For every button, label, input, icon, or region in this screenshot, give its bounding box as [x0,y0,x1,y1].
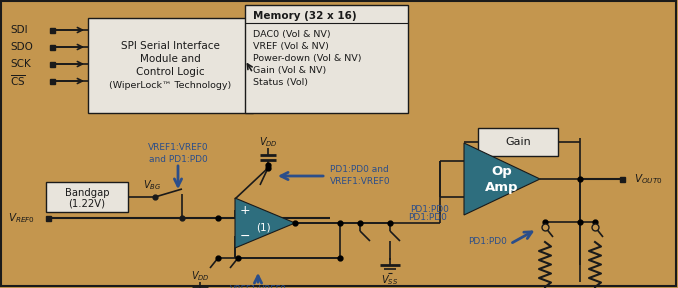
Polygon shape [464,143,540,215]
Bar [478,128,558,156]
Text: PD1:PD0: PD1:PD0 [408,213,447,223]
Bar [88,18,253,113]
Text: Gain (Vol & NV): Gain (Vol & NV) [253,65,326,75]
Text: (1.22V): (1.22V) [68,199,106,209]
Text: Memory (32 x 16): Memory (32 x 16) [253,11,357,21]
Text: VREF1:VREF0: VREF1:VREF0 [230,285,286,288]
Polygon shape [235,198,295,248]
Text: $V_{REF0}$: $V_{REF0}$ [8,211,35,225]
Bar [46,182,128,212]
Text: $V_{OUT0}$: $V_{OUT0}$ [634,172,662,186]
Bar [49,79,54,84]
Bar [45,215,50,221]
Text: $\overline{\mathsf{CS}}$: $\overline{\mathsf{CS}}$ [10,74,26,88]
Text: PD1:PD0: PD1:PD0 [410,206,449,215]
Text: Op: Op [492,164,513,177]
Text: (WiperLock™ Technology): (WiperLock™ Technology) [109,81,232,90]
Text: $V_{SS}$: $V_{SS}$ [382,273,399,287]
Text: −: − [240,230,250,242]
Text: SPI Serial Interface: SPI Serial Interface [121,41,220,51]
Bar [49,27,54,33]
Text: $V_{DD}$: $V_{DD}$ [191,269,210,283]
Text: PD1:PD0: PD1:PD0 [468,238,507,247]
Text: Status (Vol): Status (Vol) [253,77,308,86]
Text: Control Logic: Control Logic [136,67,205,77]
Text: and PD1:PD0: and PD1:PD0 [148,154,207,164]
Bar [620,177,624,181]
Text: SCK: SCK [10,59,31,69]
Text: Power-down (Vol & NV): Power-down (Vol & NV) [253,54,361,62]
Text: VREF (Vol & NV): VREF (Vol & NV) [253,41,329,50]
Text: $V_{DD}$: $V_{DD}$ [258,135,277,149]
Text: Amp: Amp [485,181,519,194]
Text: SDI: SDI [10,25,28,35]
Text: +: + [240,204,250,217]
Text: PD1:PD0 and: PD1:PD0 and [330,166,388,175]
Bar [49,62,54,67]
Text: Module and: Module and [140,54,201,64]
Text: (1): (1) [256,223,271,233]
Text: VREF1:VREF0: VREF1:VREF0 [330,177,391,185]
Text: SDO: SDO [10,42,33,52]
Text: VREF1:VREF0: VREF1:VREF0 [148,143,208,153]
Text: Gain: Gain [505,137,531,147]
Text: Bandgap: Bandgap [65,188,109,198]
Bar [49,45,54,50]
Text: $V_{BG}$: $V_{BG}$ [143,178,161,192]
Text: DAC0 (Vol & NV): DAC0 (Vol & NV) [253,29,331,39]
Bar [245,5,408,113]
